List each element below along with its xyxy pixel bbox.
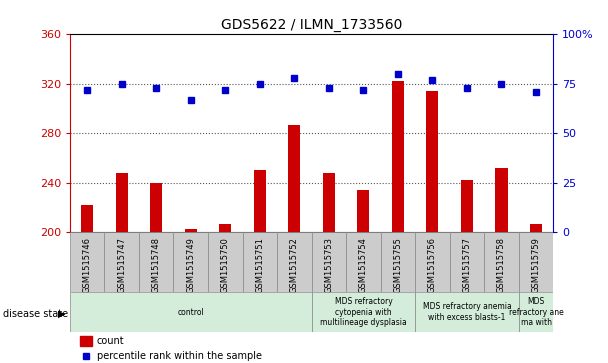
Text: GSM1515756: GSM1515756 bbox=[428, 237, 437, 293]
Bar bbox=[415, 292, 519, 332]
Bar bbox=[426, 91, 438, 232]
Bar bbox=[519, 292, 553, 332]
Bar bbox=[530, 224, 542, 232]
Text: GSM1515755: GSM1515755 bbox=[393, 237, 402, 293]
Text: GSM1515751: GSM1515751 bbox=[255, 237, 264, 293]
Bar bbox=[484, 232, 519, 292]
Bar bbox=[185, 229, 197, 232]
Text: MDS
refractory ane
ma with: MDS refractory ane ma with bbox=[509, 297, 564, 327]
Bar bbox=[80, 336, 92, 346]
Bar bbox=[70, 292, 311, 332]
Bar bbox=[323, 173, 335, 232]
Text: GSM1515758: GSM1515758 bbox=[497, 237, 506, 293]
Text: GSM1515759: GSM1515759 bbox=[531, 237, 541, 293]
Bar bbox=[277, 232, 311, 292]
Bar bbox=[173, 232, 208, 292]
Bar bbox=[150, 183, 162, 232]
Bar bbox=[311, 232, 346, 292]
Text: GSM1515747: GSM1515747 bbox=[117, 237, 126, 293]
Bar bbox=[461, 180, 473, 232]
Bar bbox=[208, 232, 243, 292]
Bar bbox=[358, 190, 370, 232]
Bar bbox=[496, 168, 508, 232]
Bar bbox=[70, 232, 105, 292]
Text: GSM1515753: GSM1515753 bbox=[324, 237, 333, 293]
Text: GSM1515752: GSM1515752 bbox=[290, 237, 299, 293]
Bar bbox=[415, 232, 450, 292]
Bar bbox=[288, 125, 300, 232]
Text: disease state: disease state bbox=[3, 309, 68, 319]
Text: ▶: ▶ bbox=[58, 309, 66, 319]
Text: percentile rank within the sample: percentile rank within the sample bbox=[97, 351, 261, 361]
Title: GDS5622 / ILMN_1733560: GDS5622 / ILMN_1733560 bbox=[221, 18, 402, 32]
Bar bbox=[105, 232, 139, 292]
Text: MDS refractory
cytopenia with
multilineage dysplasia: MDS refractory cytopenia with multilinea… bbox=[320, 297, 407, 327]
Bar bbox=[381, 232, 415, 292]
Bar bbox=[254, 171, 266, 232]
Bar bbox=[311, 292, 415, 332]
Bar bbox=[243, 232, 277, 292]
Bar bbox=[116, 173, 128, 232]
Text: GSM1515748: GSM1515748 bbox=[152, 237, 161, 293]
Text: control: control bbox=[178, 308, 204, 317]
Bar bbox=[450, 232, 484, 292]
Text: GSM1515746: GSM1515746 bbox=[83, 237, 92, 293]
Text: GSM1515754: GSM1515754 bbox=[359, 237, 368, 293]
Text: MDS refractory anemia
with excess blasts-1: MDS refractory anemia with excess blasts… bbox=[423, 302, 511, 322]
Bar bbox=[392, 81, 404, 232]
Text: GSM1515750: GSM1515750 bbox=[221, 237, 230, 293]
Text: count: count bbox=[97, 336, 124, 346]
Bar bbox=[81, 205, 93, 232]
Text: GSM1515757: GSM1515757 bbox=[463, 237, 471, 293]
Bar bbox=[519, 232, 553, 292]
Bar bbox=[219, 224, 231, 232]
Bar bbox=[346, 232, 381, 292]
Bar bbox=[139, 232, 173, 292]
Text: GSM1515749: GSM1515749 bbox=[186, 237, 195, 293]
